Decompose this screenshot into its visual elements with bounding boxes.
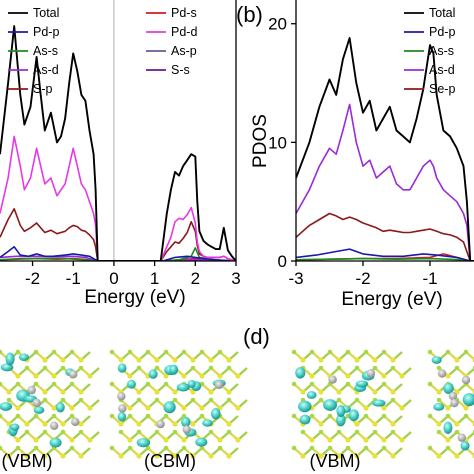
panel-b-series-se-p <box>296 212 474 261</box>
panel-a-x-tick-label: -1 <box>66 269 81 288</box>
panel-a-series-as-d <box>0 255 236 261</box>
panel-a-x-tick-label: 1 <box>150 269 159 288</box>
panel-a-x-tick-label: -2 <box>25 269 40 288</box>
panel-a-series-total <box>0 25 236 261</box>
panel-a-series-pd-p <box>0 246 236 261</box>
legend-entry-pd-p: Pd-p <box>429 25 455 39</box>
panel-b-series-as-s <box>296 257 474 261</box>
panel-a-x-tick-label: 3 <box>231 269 240 288</box>
structure-image-3 <box>427 349 474 459</box>
legend-entry-as-p: As-p <box>171 44 197 58</box>
panel-b-y-tick-label: 20 <box>268 15 287 34</box>
panel-a-x-axis-label: Energy (eV) <box>84 287 185 308</box>
caption-vbm-left: (VBM) <box>2 451 53 471</box>
legend-entry-as-s: As-s <box>429 44 454 58</box>
structure-image-0 <box>0 349 100 459</box>
panel-a-series-pd-d <box>0 135 236 261</box>
panel-d-label: (d) <box>243 324 270 349</box>
structure-image-1 <box>109 349 248 459</box>
panel-b-x-tick-label: -2 <box>355 269 370 288</box>
panel-b-series-as-d <box>296 103 474 261</box>
legend-entry-as-d: As-d <box>429 63 455 77</box>
panel-b-series-pd-p <box>296 248 474 261</box>
legend-entry-total: Total <box>429 6 455 20</box>
legend-entry-as-s: As-s <box>33 44 58 58</box>
legend-entry-pd-s: Pd-s <box>171 6 197 20</box>
panel-a-pdos-plot: -2 -1 0 1 2 3 Energy (eV) Total Pd-p As-s As-d S-… <box>0 0 241 308</box>
panel-b-x-tick-label: -3 <box>288 269 303 288</box>
caption-cbm: (CBM) <box>144 451 196 471</box>
legend-entry-s-s: S-s <box>171 63 190 77</box>
panel-b-pdos-plot: (b) -3-2-10101020 PDOS Energy (eV) Total… <box>236 0 474 310</box>
panel-b-y-tick-label: 0 <box>278 252 287 271</box>
structure-image-2 <box>291 349 412 459</box>
panel-b-legend: Total Pd-p As-s As-d Se-p <box>404 6 455 96</box>
legend-entry-s-p: S-p <box>33 82 53 96</box>
legend-entry-as-d: As-d <box>33 63 59 77</box>
panel-b-y-axis-label: PDOS <box>250 114 271 168</box>
orbital-structure-images <box>0 349 474 459</box>
caption-vbm-right: (VBM) <box>310 451 361 471</box>
legend-entry-pd-p: Pd-p <box>33 25 59 39</box>
legend-entry-total: Total <box>33 6 59 20</box>
panel-b-y-tick-label: 10 <box>268 133 287 152</box>
panel-b-label: (b) <box>236 2 263 27</box>
legend-entry-pd-d: Pd-d <box>171 25 197 39</box>
panel-b-x-axis-label: Energy (eV) <box>341 289 442 310</box>
legend-entry-se-p: Se-p <box>429 82 455 96</box>
panel-a-legend: Total Pd-p As-s As-d S-p Pd-s Pd-d As-p S-s <box>8 6 197 96</box>
panel-a-x-tick-label: 0 <box>109 269 118 288</box>
panel-b-x-tick-label: -1 <box>422 269 437 288</box>
panel-a-x-tick-label: 2 <box>191 269 200 288</box>
